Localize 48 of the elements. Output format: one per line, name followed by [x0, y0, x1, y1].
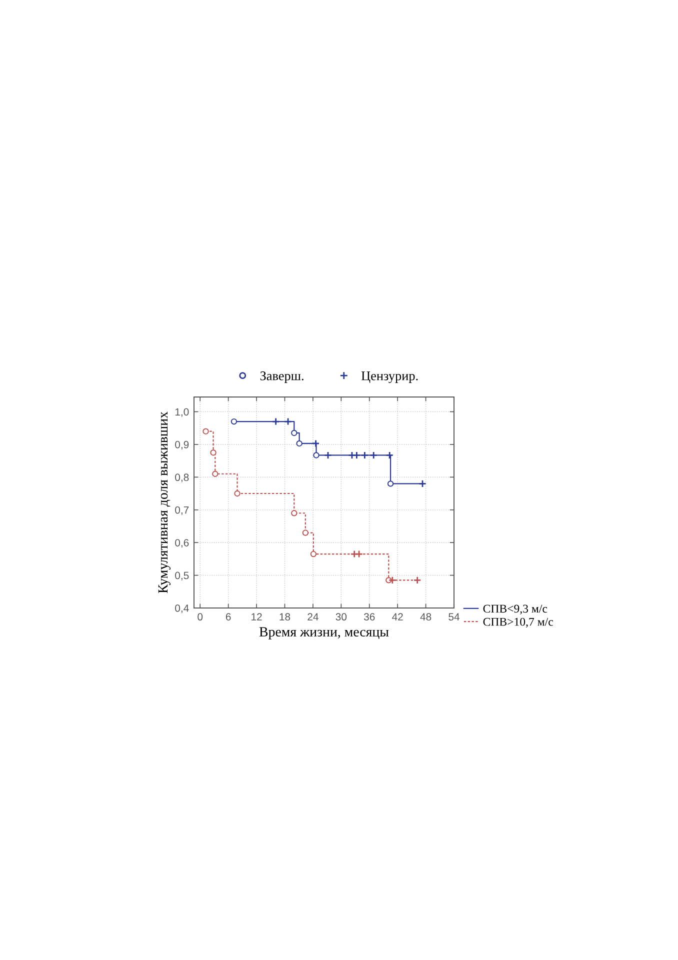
x-tick-label: 30: [336, 613, 347, 621]
point: [313, 452, 320, 458]
point: [284, 418, 292, 426]
point: [312, 440, 320, 448]
x-tick-label: 54: [448, 613, 460, 621]
y-tick-label: 0,7: [175, 506, 189, 515]
y-tick-label: 0,8: [175, 474, 189, 482]
y-axis-title: Кумулятивная доля выживших: [158, 412, 170, 594]
point: [348, 451, 356, 460]
y-tick-label: 0,5: [175, 572, 189, 580]
point: [355, 550, 363, 558]
point: [291, 430, 298, 436]
legend-label: СПВ<9,3 м/с: [483, 604, 548, 614]
x-tick-label: 36: [364, 613, 375, 621]
x-tick-label: 18: [280, 613, 290, 621]
point: [324, 451, 332, 460]
point: [350, 550, 358, 558]
point: [202, 428, 209, 434]
legend-label: Цензурир.: [361, 372, 418, 384]
y-tick-label: 0,4: [175, 604, 189, 614]
point: [310, 550, 317, 558]
point: [352, 451, 361, 460]
point: [296, 440, 302, 447]
point: [360, 451, 369, 460]
x-axis-title: Время жизни, месяцы: [259, 627, 389, 640]
point: [230, 418, 238, 425]
point: [272, 418, 280, 426]
point: [302, 530, 309, 536]
x-tick-label: 42: [392, 613, 403, 620]
y-tick-label: 0,9: [175, 440, 189, 450]
point: [212, 470, 218, 477]
point: [387, 480, 394, 487]
y-tick-label: 0,6: [175, 539, 189, 548]
point: [370, 451, 378, 460]
y-tick-label: 1,0: [175, 408, 189, 417]
x-tick-label: 12: [252, 613, 262, 620]
x-tick-label: 6: [226, 613, 231, 621]
point: [234, 490, 240, 497]
point: [210, 450, 216, 456]
legend-label: Заверш.: [260, 371, 304, 383]
x-tick-label: 0: [198, 613, 203, 621]
point: [386, 451, 394, 460]
point: [291, 510, 298, 516]
legend-label: СПВ>10,7 м/с: [483, 618, 553, 628]
point: [388, 576, 396, 584]
x-tick-label: 24: [308, 613, 318, 620]
x-tick-label: 48: [420, 613, 432, 621]
point: [413, 576, 422, 584]
